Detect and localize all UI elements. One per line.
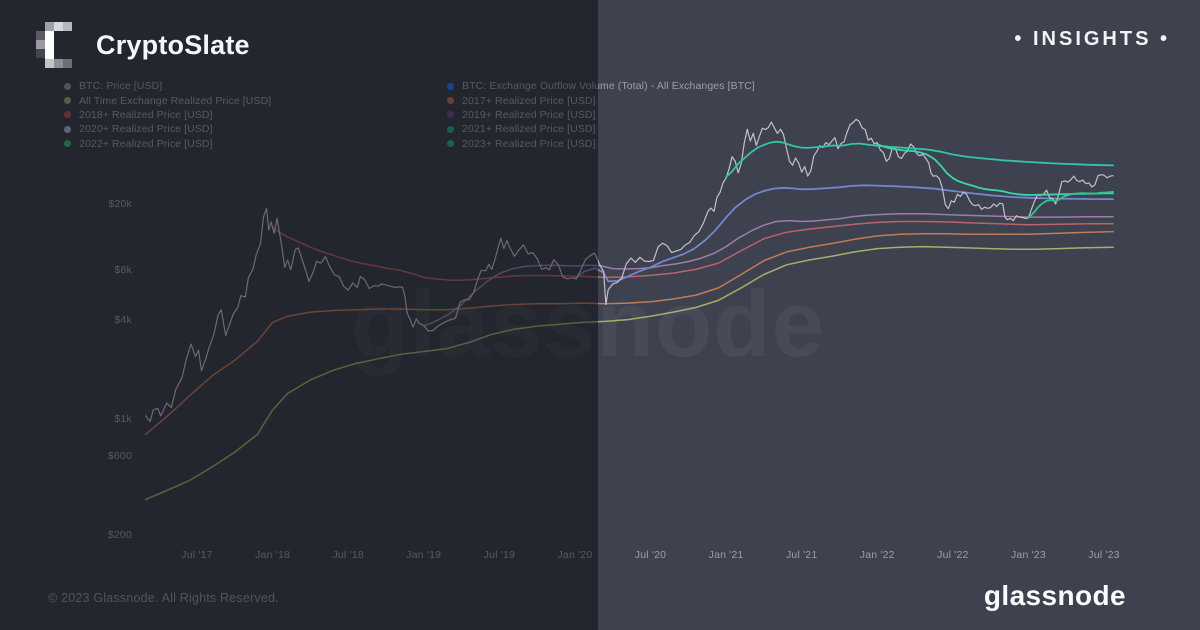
series-line-2018-realized-price xyxy=(271,220,1114,282)
x-axis-tick-label: Jul '18 xyxy=(332,549,364,561)
legend-item-label: 2022+ Realized Price [USD] xyxy=(79,137,213,150)
series-line-2023-realized-price xyxy=(1027,190,1114,219)
cryptoslate-brand-title: CryptoSlate xyxy=(96,29,250,60)
legend-item: 2021+ Realized Price [USD] xyxy=(447,122,755,136)
y-axis-tick-label: $1k xyxy=(114,413,132,426)
legend-item-label: 2019+ Realized Price [USD] xyxy=(462,108,596,121)
y-axis-tick-label: $8k xyxy=(114,263,132,276)
x-axis-tick-label: Jan '21 xyxy=(708,549,744,561)
legend-dot-icon xyxy=(447,111,454,119)
legend-item-label: BTC: Exchange Outflow Volume (Total) - A… xyxy=(462,80,755,93)
series-line-alltime-realized-price xyxy=(144,245,1114,501)
x-axis-tick-label: Jul '22 xyxy=(937,549,969,561)
legend-item: 2022+ Realized Price [USD] xyxy=(64,137,271,151)
cryptoslate-logo-icon xyxy=(36,22,72,68)
x-axis-tick-label: Jul '17 xyxy=(181,549,213,561)
legend-item-label: 2018+ Realized Price [USD] xyxy=(79,108,213,121)
x-axis-tick-label: Jul '23 xyxy=(1088,549,1120,561)
series-line-2017-realized-price xyxy=(144,230,1114,436)
series-line-btc-price xyxy=(145,118,1114,423)
legend-item-label: BTC: Price [USD] xyxy=(79,80,163,93)
y-axis-tick-label: $600 xyxy=(107,449,132,462)
legend-item-label: All Time Exchange Realized Price [USD] xyxy=(79,94,272,107)
x-axis-tick-label: Jan '19 xyxy=(406,549,442,561)
x-axis-tick-label: Jan '20 xyxy=(557,549,593,561)
legend-dot-icon xyxy=(447,140,454,148)
x-axis-tick-label: Jan '22 xyxy=(859,549,895,561)
legend-item-label: 2020+ Realized Price [USD] xyxy=(79,123,213,136)
header: CryptoSlate xyxy=(36,22,250,68)
legend-dot-icon xyxy=(64,140,71,148)
legend-dot-icon xyxy=(64,125,71,133)
legend-item: BTC: Exchange Outflow Volume (Total) - A… xyxy=(447,79,755,93)
legend-item: 2019+ Realized Price [USD] xyxy=(447,108,755,122)
legend-dot-icon xyxy=(447,97,454,105)
x-axis-tick-label: Jan '18 xyxy=(255,549,291,561)
x-axis-tick-label: Jan '23 xyxy=(1010,549,1046,561)
series-line-2022-realized-price xyxy=(876,143,1114,196)
legend-item-label: 2023+ Realized Price [USD] xyxy=(462,137,596,150)
x-axis-tick-label: Jul '21 xyxy=(785,549,818,561)
insights-badge: • INSIGHTS • xyxy=(1014,28,1170,50)
series-line-2021-realized-price xyxy=(725,140,1114,179)
y-axis-tick-label: $4k xyxy=(114,313,132,326)
glassnode-wordmark: glassnode xyxy=(983,580,1126,611)
legend-column-left: BTC: Price [USD] All Time Exchange Realiz… xyxy=(64,79,271,151)
legend-dot-icon xyxy=(447,125,454,133)
series-line-2019-realized-price xyxy=(423,213,1114,327)
legend-item: 2023+ Realized Price [USD] xyxy=(447,137,755,151)
x-axis-tick-label: Jul '19 xyxy=(483,549,516,561)
x-axis-tick-label: Jul '20 xyxy=(634,549,667,561)
legend-dot-icon xyxy=(64,82,71,90)
y-axis-tick-label: $200 xyxy=(107,528,132,541)
legend-item: 2020+ Realized Price [USD] xyxy=(64,122,271,136)
legend-dot-icon xyxy=(64,111,71,119)
legend-column-right: BTC: Exchange Outflow Volume (Total) - A… xyxy=(447,79,755,151)
legend-item: BTC: Price [USD] xyxy=(64,79,271,93)
legend-item: 2017+ Realized Price [USD] xyxy=(447,93,755,107)
legend-item-label: 2021+ Realized Price [USD] xyxy=(462,123,596,136)
legend-item: All Time Exchange Realized Price [USD] xyxy=(64,93,271,107)
y-axis-tick-label: $20k xyxy=(108,198,132,210)
glassnode-watermark: glassnode xyxy=(351,271,825,376)
legend-dot-icon xyxy=(64,97,71,105)
legend-dot-icon xyxy=(447,82,454,90)
legend-item-label: 2017+ Realized Price [USD] xyxy=(462,94,596,107)
copyright-text: © 2023 Glassnode. All Rights Reserved. xyxy=(48,591,279,605)
legend-item: 2018+ Realized Price [USD] xyxy=(64,108,271,122)
series-line-2020-realized-price xyxy=(574,184,1114,283)
